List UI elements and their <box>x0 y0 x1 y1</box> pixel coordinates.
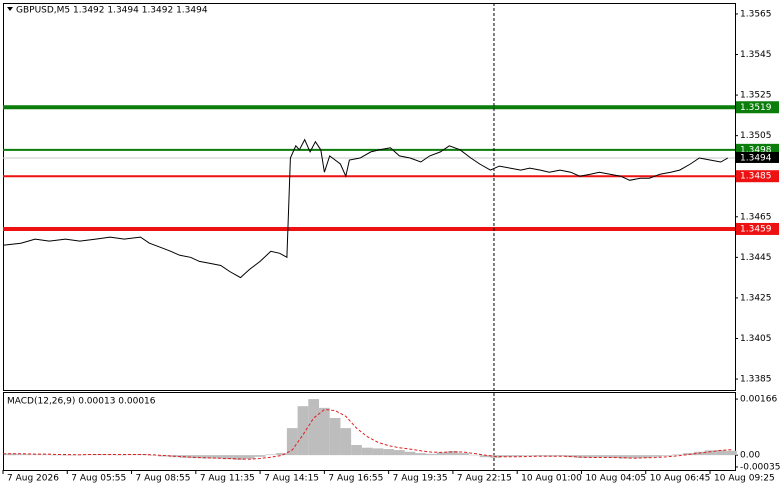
histogram-bar <box>190 455 202 459</box>
price-pane <box>3 3 736 391</box>
histogram-bar <box>222 455 234 460</box>
histogram-bar <box>147 455 159 456</box>
histogram-bar <box>554 455 566 457</box>
y-tick-label: -0.00035 <box>740 462 780 472</box>
histogram-bar <box>319 407 330 456</box>
histogram-bar <box>265 454 277 456</box>
histogram-bar <box>351 445 362 456</box>
x-tick-label: 7 Aug 05:55 <box>71 474 126 484</box>
x-tick-label: 10 Aug 01:00 <box>521 474 582 484</box>
histogram-bar <box>308 399 320 456</box>
histogram-bar <box>211 455 223 459</box>
histogram-bar <box>40 454 52 456</box>
histogram-bar <box>576 455 587 458</box>
dropdown-icon <box>7 7 13 11</box>
histogram-bar <box>651 455 662 457</box>
histogram-bar <box>329 417 341 456</box>
x-tick-label: 7 Aug 08:55 <box>136 474 191 484</box>
histogram-bar <box>8 453 20 456</box>
current-price-box <box>736 151 779 163</box>
macd-pane <box>3 392 736 471</box>
histogram-bar <box>533 455 544 457</box>
y-tick-label: 0.00 <box>740 451 760 461</box>
histogram-bar <box>726 450 737 456</box>
y-tick-label: 0.00166 <box>740 395 777 405</box>
histogram-bar <box>586 455 598 458</box>
y-tick-label: 1.3465 <box>740 212 772 222</box>
x-tick-label: 10 Aug 04:05 <box>585 474 646 484</box>
macd-title: MACD(12,26,9) 0.00013 0.00016 <box>7 397 156 407</box>
level-label-box <box>736 101 779 114</box>
y-tick-label: 1.3545 <box>740 50 772 60</box>
x-tick-label: 10 Aug 06:45 <box>650 474 711 484</box>
histogram-bar <box>233 455 245 460</box>
level-label-box <box>736 222 779 235</box>
histogram-bar <box>640 455 652 458</box>
histogram-bar <box>115 454 127 456</box>
histogram-bar <box>501 455 512 457</box>
histogram-bar <box>426 453 437 456</box>
histogram-bar <box>201 455 212 459</box>
histogram-bar <box>608 455 619 458</box>
histogram-bar <box>672 454 684 456</box>
y-tick-label: 1.3505 <box>740 131 772 141</box>
histogram-bar <box>458 453 469 456</box>
histogram-bar <box>361 447 373 456</box>
x-tick-label: 7 Aug 16:55 <box>328 474 383 484</box>
y-tick-label: 1.3405 <box>740 334 772 344</box>
histogram-bar <box>661 455 673 456</box>
x-tick-label: 7 Aug 11:35 <box>200 474 255 484</box>
histogram-bar <box>61 455 73 456</box>
histogram-bar <box>393 450 405 456</box>
signal-line <box>3 408 732 460</box>
histogram-bar <box>415 453 427 456</box>
histogram-bar <box>136 454 148 456</box>
histogram-bar <box>383 449 394 456</box>
histogram-bar <box>254 455 266 457</box>
histogram-bar <box>511 455 523 457</box>
histogram-bar <box>286 428 298 456</box>
histogram-bar <box>126 454 137 456</box>
histogram-bar <box>19 454 30 456</box>
y-tick-label: 1.3385 <box>740 375 772 385</box>
histogram-bar <box>436 452 448 456</box>
histogram-bar <box>244 455 255 459</box>
y-tick-label: 1.3445 <box>740 253 772 263</box>
price-line <box>2 138 729 279</box>
histogram-bar <box>715 450 727 456</box>
level-label: 1.3485 <box>740 172 772 182</box>
histogram-bar <box>618 455 630 459</box>
y-tick-label: 1.3525 <box>740 91 772 101</box>
level-label-box <box>736 170 779 183</box>
histogram-bar <box>447 451 459 456</box>
current-price-label: 1.3494 <box>740 153 772 163</box>
level-label: 1.3459 <box>740 224 772 234</box>
x-tick-label: 7 Aug 2026 <box>7 474 59 484</box>
y-tick-label: 1.3425 <box>740 293 772 303</box>
histogram-bar <box>29 454 41 456</box>
histogram-bar <box>297 406 309 456</box>
histogram-bar <box>597 455 609 458</box>
level-label: 1.3519 <box>740 103 772 113</box>
y-tick-label: 1.3565 <box>740 9 772 19</box>
histogram-bar <box>629 455 641 459</box>
x-tick-label: 7 Aug 19:35 <box>393 474 448 484</box>
histogram-bar <box>522 455 534 456</box>
histogram-bar <box>276 453 287 456</box>
x-tick-label: 7 Aug 22:15 <box>457 474 512 484</box>
x-tick-label: 7 Aug 14:15 <box>264 474 319 484</box>
histogram-bar <box>404 451 416 456</box>
histogram-bar <box>51 454 62 456</box>
histogram-bar <box>479 455 491 458</box>
histogram-bar <box>468 454 480 456</box>
x-tick-label: 10 Aug 09:25 <box>714 474 775 484</box>
price-title: GBPUSD,M5 1.3492 1.3494 1.3492 1.3494 <box>16 6 208 16</box>
histogram-bar <box>704 450 716 456</box>
histogram-bar <box>372 448 384 456</box>
level-label: 1.3498 <box>740 145 772 155</box>
histogram-bar <box>340 428 352 456</box>
